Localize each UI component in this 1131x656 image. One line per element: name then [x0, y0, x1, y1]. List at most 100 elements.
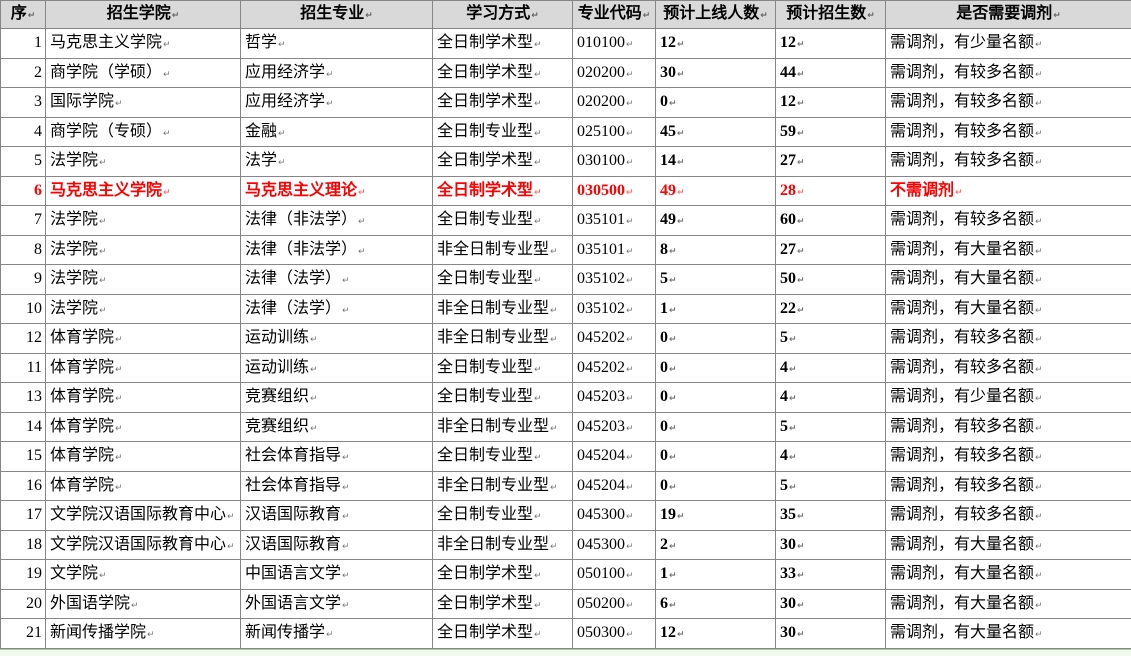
cell-seq: 6	[0, 175, 46, 207]
end-of-cell-mark: ↵	[669, 364, 677, 375]
end-of-cell-mark: ↵	[789, 364, 797, 375]
cell-seq: 12	[0, 323, 46, 354]
end-of-cell-mark: ↵	[342, 541, 350, 552]
end-of-cell-mark: ↵	[115, 335, 123, 346]
end-of-cell-mark: ↵	[1053, 11, 1061, 22]
end-of-cell-mark: ↵	[677, 512, 685, 523]
cell-major: 新闻传播学↵	[240, 618, 433, 649]
end-of-cell-mark: ↵	[669, 276, 677, 287]
cell-code: 050100↵	[572, 559, 656, 590]
cell-major: 运动训练↵	[240, 352, 433, 384]
end-of-cell-mark: ↵	[115, 394, 123, 405]
end-of-cell-mark: ↵	[1035, 128, 1043, 139]
cell-major: 社会体育指导↵	[240, 441, 433, 472]
end-of-cell-mark: ↵	[626, 512, 634, 523]
cell-major: 金融↵	[240, 116, 433, 148]
column-header-adjust: 是否需要调剂↵	[885, 0, 1131, 29]
end-of-cell-mark: ↵	[789, 423, 797, 434]
end-of-cell-mark: ↵	[278, 158, 286, 169]
cell-enroll: 50↵	[775, 264, 886, 295]
cell-mode: 全日制专业型↵	[432, 205, 573, 236]
end-of-cell-mark: ↵	[163, 128, 171, 139]
end-of-cell-mark: ↵	[326, 630, 334, 641]
end-of-cell-mark: ↵	[534, 128, 542, 139]
end-of-cell-mark: ↵	[797, 217, 805, 228]
end-of-cell-mark: ↵	[626, 394, 634, 405]
end-of-cell-mark: ↵	[534, 276, 542, 287]
cell-enroll: 4↵	[775, 382, 886, 413]
end-of-cell-mark: ↵	[626, 364, 634, 375]
end-of-cell-mark: ↵	[147, 630, 155, 641]
end-of-cell-mark: ↵	[789, 453, 797, 464]
end-of-cell-mark: ↵	[534, 158, 542, 169]
cell-seq: 13	[0, 382, 46, 413]
end-of-cell-mark: ↵	[797, 305, 805, 316]
cell-enroll: 28↵	[775, 175, 886, 207]
cell-college: 法学院↵	[45, 205, 241, 236]
end-of-cell-mark: ↵	[797, 630, 805, 641]
cell-mode: 全日制专业型↵	[432, 116, 573, 148]
page-bottom-strip	[0, 649, 1131, 656]
table-row: 19 文学院↵ 中国语言文学↵ 全日制学术型↵ 050100↵ 1↵ 33↵ 需调剂，有大量名…	[0, 559, 1131, 590]
end-of-cell-mark: ↵	[677, 187, 685, 198]
end-of-cell-mark: ↵	[669, 453, 677, 464]
end-of-cell-mark: ↵	[227, 541, 235, 552]
table-body: 1 马克思主义学院↵ 哲学↵ 全日制学术型↵ 010100↵ 12↵ 12↵ 需调剂，有少量名…	[0, 28, 1131, 649]
cell-college: 体育学院↵	[45, 352, 241, 384]
cell-college: 新闻传播学院↵	[45, 618, 241, 649]
cell-online: 30↵	[655, 57, 776, 89]
table-row: 5 法学院↵ 法学↵ 全日制学术型↵ 030100↵ 14↵ 27↵ 需调剂，有较多名额↵	[0, 146, 1131, 177]
cell-online: 12↵	[655, 28, 776, 59]
end-of-cell-mark: ↵	[99, 571, 107, 582]
cell-college: 商学院（学硕）↵	[45, 57, 241, 89]
cell-online: 45↵	[655, 116, 776, 148]
end-of-cell-mark: ↵	[626, 217, 634, 228]
cell-enroll: 30↵	[775, 529, 886, 561]
end-of-cell-mark: ↵	[358, 217, 366, 228]
table-row: 15 体育学院↵ 社会体育指导↵ 全日制专业型↵ 045204↵ 0↵ 4↵ 需调剂，有较多名…	[0, 441, 1131, 472]
end-of-cell-mark: ↵	[669, 571, 677, 582]
end-of-cell-mark: ↵	[642, 11, 651, 22]
cell-major: 应用经济学↵	[240, 57, 433, 89]
table-row: 10 法学院↵ 法律（法学）↵ 非全日制专业型↵ 035102↵ 1↵ 22↵ 需调剂，有大量…	[0, 293, 1131, 325]
end-of-cell-mark: ↵	[626, 187, 634, 198]
cell-enroll: 30↵	[775, 618, 886, 649]
cell-enroll: 5↵	[775, 323, 886, 354]
cell-code: 030500↵	[572, 175, 656, 207]
end-of-cell-mark: ↵	[626, 600, 634, 611]
end-of-cell-mark: ↵	[677, 630, 685, 641]
end-of-cell-mark: ↵	[115, 364, 123, 375]
end-of-cell-mark: ↵	[227, 512, 235, 523]
cell-enroll: 33↵	[775, 559, 886, 590]
cell-major: 竞赛组织↵	[240, 382, 433, 413]
cell-code: 020200↵	[572, 87, 656, 118]
cell-adjust: 需调剂，有较多名额↵	[885, 116, 1131, 148]
cell-code: 035101↵	[572, 205, 656, 236]
cell-college: 体育学院↵	[45, 382, 241, 413]
end-of-cell-mark: ↵	[550, 541, 558, 552]
cell-adjust: 需调剂，有较多名额↵	[885, 441, 1131, 472]
table-row: 18 文学院汉语国际教育中心↵ 汉语国际教育↵ 非全日制专业型↵ 045300↵ 2↵ 30…	[0, 529, 1131, 561]
end-of-cell-mark: ↵	[278, 128, 286, 139]
end-of-cell-mark: ↵	[1035, 158, 1043, 169]
end-of-cell-mark: ↵	[115, 99, 123, 110]
cell-code: 035101↵	[572, 234, 656, 266]
end-of-cell-mark: ↵	[669, 99, 677, 110]
cell-online: 49↵	[655, 175, 776, 207]
end-of-cell-mark: ↵	[669, 482, 677, 493]
cell-enroll: 4↵	[775, 352, 886, 384]
cell-major: 运动训练↵	[240, 323, 433, 354]
cell-major: 法律（法学）↵	[240, 264, 433, 295]
cell-online: 0↵	[655, 323, 776, 354]
column-header-enroll: 预计招生数↵	[775, 0, 886, 29]
cell-seq: 7	[0, 205, 46, 236]
cell-seq: 1	[0, 28, 46, 59]
cell-code: 035102↵	[572, 264, 656, 295]
cell-major: 汉语国际教育↵	[240, 529, 433, 561]
end-of-cell-mark: ↵	[626, 69, 634, 80]
end-of-cell-mark: ↵	[534, 40, 542, 51]
end-of-cell-mark: ↵	[626, 541, 634, 552]
cell-college: 体育学院↵	[45, 411, 241, 443]
cell-seq: 20	[0, 588, 46, 620]
cell-seq: 3	[0, 87, 46, 118]
